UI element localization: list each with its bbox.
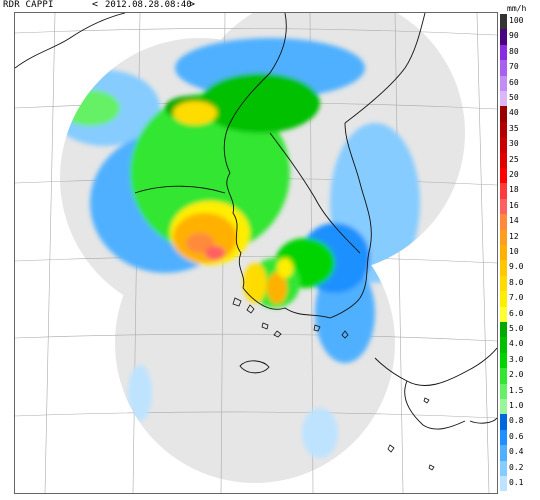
next-time-button[interactable]: > <box>189 0 196 10</box>
legend-label: 30 <box>509 139 519 149</box>
previous-time-button[interactable]: < <box>92 0 99 10</box>
radar-map-canvas <box>15 13 497 493</box>
legend-swatch <box>500 275 507 292</box>
legend-label: 16 <box>509 200 519 210</box>
islands <box>232 297 435 471</box>
legend-swatch <box>500 445 507 461</box>
legend-label: 1.0 <box>509 401 524 410</box>
legend-label: 50 <box>509 93 519 102</box>
legend-swatch <box>500 368 507 384</box>
legend-swatch <box>500 322 507 338</box>
coastlines <box>15 13 497 430</box>
legend-swatch <box>500 106 507 122</box>
legend-label: 20 <box>509 170 519 179</box>
legend-unit: mm/h <box>507 4 527 13</box>
legend-swatch <box>500 121 507 138</box>
legend-label: 8.0 <box>509 277 524 287</box>
legend-label: 0.2 <box>509 462 524 472</box>
legend-label: 5.0 <box>509 324 524 333</box>
legend-label: 1.5 <box>509 385 524 395</box>
legend-swatch <box>500 414 507 430</box>
legend-label: 3.0 <box>509 354 524 364</box>
timestamp: 2012.08.28.08:40 <box>105 0 192 10</box>
legend-swatch <box>500 337 507 353</box>
legend-swatch <box>500 260 507 276</box>
legend-swatch <box>500 75 507 91</box>
header: RDR CAPPI < 2012.08.28.08:40 > <box>0 0 500 12</box>
legend-label: 14 <box>509 216 519 226</box>
legend-label: 35 <box>509 123 519 133</box>
legend-swatch <box>500 229 507 245</box>
legend-label: 60 <box>509 77 519 87</box>
legend-label: 70 <box>509 62 519 72</box>
legend-swatch <box>500 29 507 45</box>
legend-swatch <box>500 306 507 322</box>
legend-label: 0.4 <box>509 447 524 457</box>
legend-swatch <box>500 460 507 476</box>
legend-swatch <box>500 476 507 492</box>
legend-label: 12 <box>509 231 519 241</box>
legend-label: 6.0 <box>509 308 524 318</box>
legend-label: 0.6 <box>509 431 524 441</box>
radar-map[interactable] <box>14 12 498 494</box>
legend-label: 4.0 <box>509 339 524 349</box>
legend-swatch <box>500 168 507 184</box>
legend-label: 100 <box>509 16 524 25</box>
legend-swatch <box>500 352 507 369</box>
legend-swatch <box>500 44 507 61</box>
legend-swatch <box>500 14 507 30</box>
legend-swatch <box>500 183 507 199</box>
legend-label: 80 <box>509 46 519 56</box>
legend-swatch <box>500 245 507 261</box>
legend-swatch <box>500 429 507 446</box>
legend-swatch <box>500 198 507 215</box>
legend-label: 9.0 <box>509 262 524 272</box>
legend-swatch <box>500 91 507 107</box>
legend-swatch <box>500 383 507 399</box>
product-title: RDR CAPPI <box>3 0 54 10</box>
legend-label: 40 <box>509 108 519 118</box>
legend-label: 7.0 <box>509 293 524 303</box>
legend-swatch <box>500 152 507 168</box>
color-legend: 100 90 80 70 60 50 40 35 30 25 20 18 16 14 12 10 9.0 8.0 7… <box>500 10 540 496</box>
legend-label: 90 <box>509 31 519 41</box>
legend-swatch <box>500 137 507 153</box>
legend-label: 25 <box>509 154 519 164</box>
legend-swatch <box>500 214 507 230</box>
legend-swatch <box>500 291 507 307</box>
legend-label: 10 <box>509 247 519 256</box>
legend-swatch <box>500 399 507 415</box>
legend-swatch <box>500 60 507 76</box>
legend-label: 2.0 <box>509 370 524 380</box>
legend-label: 0.8 <box>509 416 524 426</box>
legend-label: 0.1 <box>509 478 524 487</box>
legend-label: 18 <box>509 185 519 195</box>
